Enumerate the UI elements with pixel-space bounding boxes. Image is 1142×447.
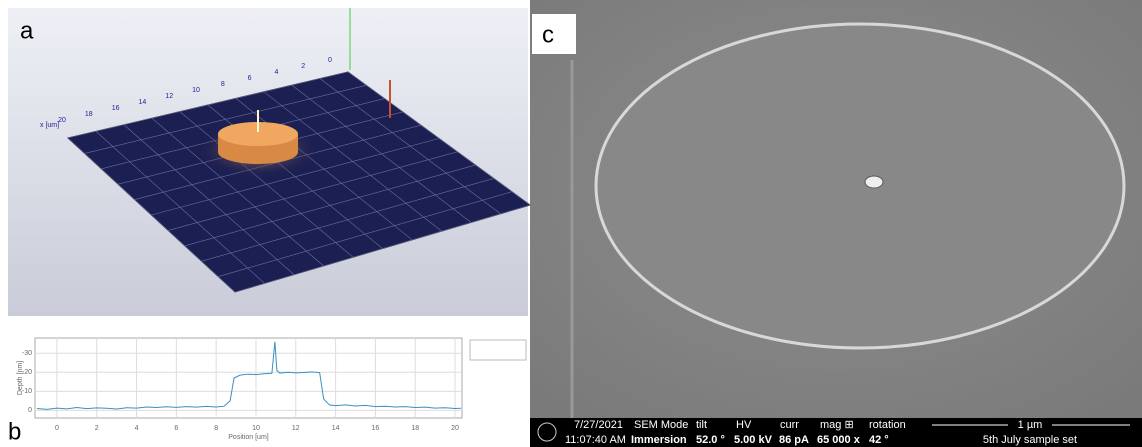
x-tick-label: 6	[248, 75, 252, 82]
y-tick-label: -30	[22, 350, 32, 357]
x-tick-label: 2	[301, 63, 305, 70]
particle	[865, 176, 883, 188]
x-tick-label: 16	[372, 425, 380, 432]
x-tick-label: 8	[214, 425, 218, 432]
sample: 5th July sample set	[983, 434, 1077, 446]
x-tick-label: 12	[165, 93, 173, 100]
mag-label: mag ⊞	[820, 419, 854, 431]
x-tick-label: 4	[274, 69, 278, 76]
mag: 65 000 x	[817, 434, 861, 446]
panel-label: c	[542, 21, 554, 48]
disk	[596, 24, 1124, 348]
x-tick-label: 14	[332, 425, 340, 432]
x-tick-label: 20	[451, 425, 459, 432]
mode: Immersion	[631, 434, 687, 446]
curr: 86 pA	[779, 434, 809, 446]
x-axis-label: x [um]	[40, 122, 59, 129]
page: 20181614121086420 x [um] a 0246810121416…	[0, 0, 1142, 447]
x-tick-label: 6	[174, 425, 178, 432]
panel-label: a	[20, 17, 34, 44]
x-tick-label: 10	[252, 425, 260, 432]
x-tick-label: 0	[55, 425, 59, 432]
hv: 5.00 kV	[734, 434, 773, 446]
curr-label: curr	[780, 419, 799, 431]
rotation-label: rotation	[869, 419, 906, 431]
x-tick-label: 10	[192, 87, 200, 94]
tilt-label: tilt	[696, 419, 707, 431]
x-tick-label: 18	[411, 425, 419, 432]
time: 11:07:40 AM	[565, 434, 626, 446]
panel-label: b	[8, 418, 21, 445]
rotation: 42 °	[869, 434, 889, 446]
hv-label: HV	[736, 419, 752, 431]
y-tick-label: 0	[28, 407, 32, 414]
x-tick-label: 2	[95, 425, 99, 432]
x-tick-label: 16	[112, 105, 120, 112]
x-tick-label: 14	[139, 99, 147, 106]
x-axis-label: Position [um]	[228, 434, 269, 441]
x-tick-label: 18	[85, 111, 93, 118]
x-tick-label: 4	[135, 425, 139, 432]
figure: 20181614121086420 x [um] a 0246810121416…	[0, 0, 1142, 447]
x-tick-label: 8	[221, 81, 225, 88]
panel-b-bg	[8, 332, 528, 428]
x-tick-label: 20	[58, 117, 66, 124]
x-tick-label: 0	[328, 57, 332, 64]
scale: 1 µm	[1018, 419, 1043, 431]
mode-label: SEM Mode	[634, 419, 688, 431]
y-axis-label: Depth [nm]	[17, 361, 24, 395]
x-tick-label: 12	[292, 425, 300, 432]
label-bg	[532, 14, 576, 54]
tilt: 52.0 °	[696, 434, 725, 446]
legend-box	[470, 340, 526, 360]
date: 7/27/2021	[574, 419, 623, 431]
